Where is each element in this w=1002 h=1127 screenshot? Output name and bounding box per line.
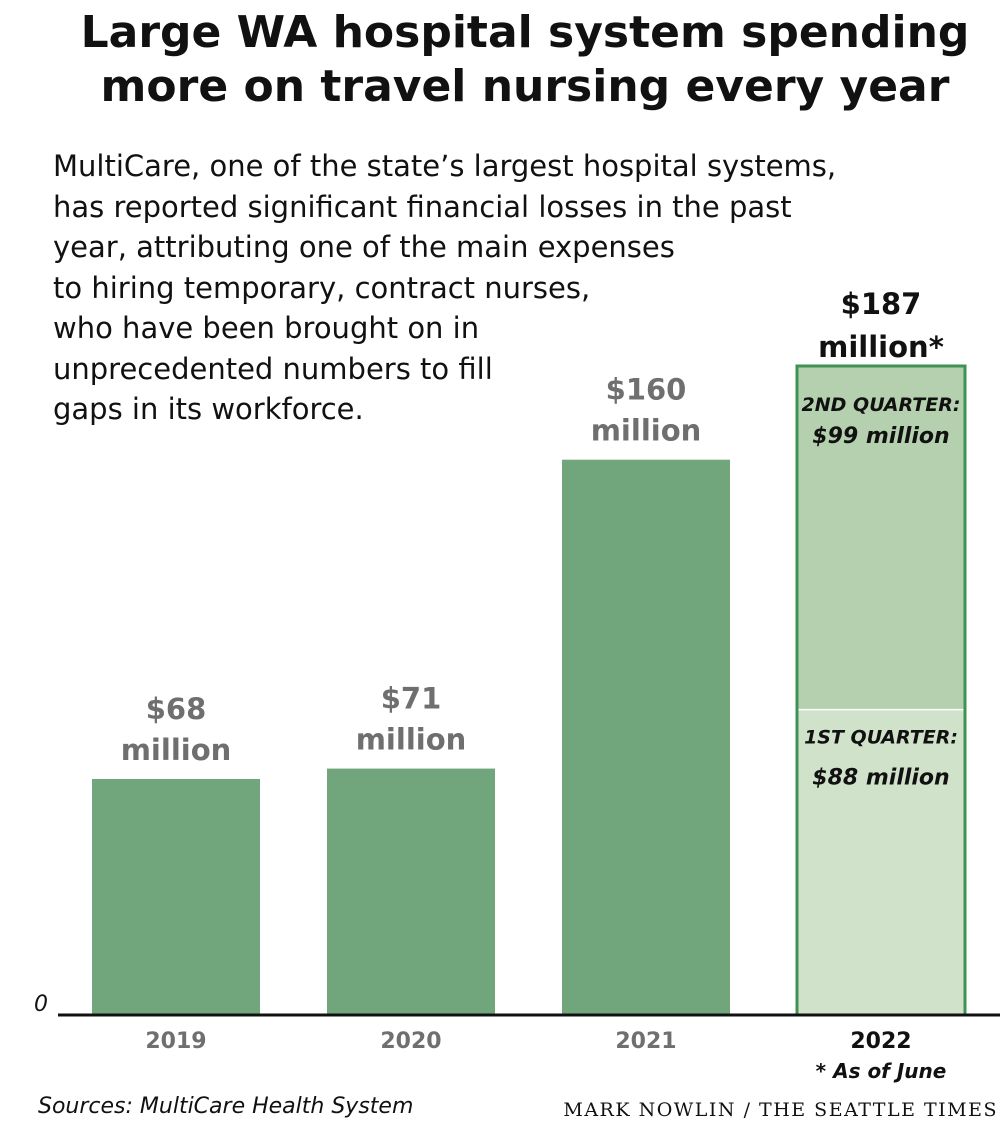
bar-2019 [92,779,260,1015]
bar-2020 [327,768,495,1015]
value-label-2022: $187 [841,287,922,321]
value-label-2020: $71 [381,682,442,716]
source-note: Sources: MultiCare Health System [38,1094,414,1119]
footnote: * As of June [816,1059,947,1083]
y-zero-label: 0 [34,992,48,1017]
subtitle-line: who have been brought on in [53,311,480,345]
chart-title-line: Large WA hospital system spending [80,7,970,58]
subtitle-line: year, attributing one of the main expens… [53,230,675,264]
q1-label: 1ST QUARTER: [804,727,958,749]
value-label-2021-unit: million [591,414,702,448]
x-tick-2021: 2021 [615,1029,676,1054]
credit-line: MARK NOWLIN / THE SEATTLE TIMES [563,1099,998,1121]
value-label-2021: $160 [606,373,687,407]
bar-2022-q2 [797,366,965,710]
subtitle-line: to hiring temporary, contract nurses, [53,270,591,305]
chart-subtitle: MultiCare, one of the state’s largest ho… [53,146,836,430]
chart-title: Large WA hospital system spending more o… [0,6,1002,114]
value-label-2019: $68 [146,692,207,726]
q2-label: 2ND QUARTER: [802,394,961,416]
q2-value: $99 million [812,424,949,449]
q1-value: $88 million [812,766,949,791]
bar-2021 [562,459,730,1015]
subtitle-line: MultiCare, one of the state’s largest ho… [53,149,837,183]
x-tick-2022: 2022 [850,1029,911,1054]
value-label-2019-unit: million [121,733,232,767]
value-label-2022-unit: million* [818,330,944,364]
value-label-2020-unit: million [356,723,467,757]
chart-title-line: more on travel nursing every year [100,61,950,112]
subtitle-line: has reported significant financial losse… [53,189,792,224]
subtitle-line: unprecedented numbers to fill [53,351,493,386]
subtitle-line: gaps in its workforce. [53,392,364,426]
x-tick-2020: 2020 [380,1029,441,1054]
bar-2022-q1 [797,709,965,1015]
x-tick-2019: 2019 [145,1029,206,1054]
